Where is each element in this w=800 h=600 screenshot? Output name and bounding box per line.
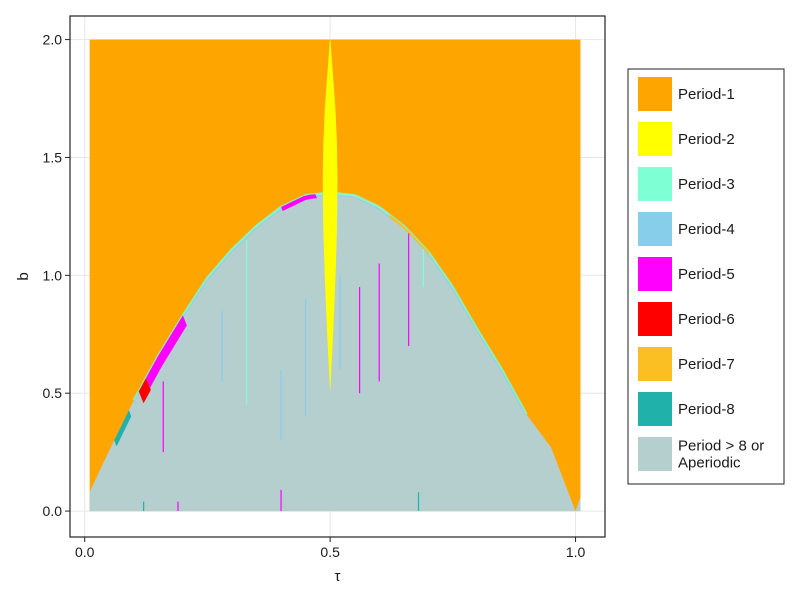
legend-swatch [638, 167, 672, 201]
x-tick-label: 0.0 [75, 544, 95, 560]
legend-label: Period-8 [678, 401, 735, 418]
plot-area [89, 39, 581, 512]
legend-swatch [638, 347, 672, 381]
y-tick-label: 0.0 [43, 503, 63, 519]
y-tick-label: 2.0 [43, 32, 63, 48]
y-tick-label: 0.5 [43, 385, 63, 401]
x-axis-label: τ [335, 568, 341, 585]
period-5-patch [146, 315, 187, 388]
y-axis-label: b [15, 272, 32, 280]
period-5-patch [281, 194, 318, 211]
legend-label: Period-3 [678, 176, 735, 193]
period-7-patch [389, 214, 430, 256]
legend-label: Period-2 [678, 131, 735, 148]
period-8-patch [114, 410, 132, 447]
y-tick-label: 1.5 [43, 149, 63, 165]
period-2-tongue [322, 39, 338, 394]
axes-frame [69, 15, 606, 538]
legend-swatch [638, 302, 672, 336]
legend: Period-1 Period-2 Period-3 Period-4 Period-5… [627, 68, 785, 485]
legend-label: Period-6 [678, 311, 735, 328]
legend-label: Aperiodic [678, 455, 741, 472]
legend-swatch [638, 77, 672, 111]
y-tick-label: 1.0 [43, 267, 63, 283]
period-6-patch [138, 377, 151, 404]
legend-swatch [638, 257, 672, 291]
legend-swatch [638, 437, 672, 471]
x-tick-label: 1.0 [566, 544, 586, 560]
legend-label: Period-5 [678, 266, 735, 283]
legend-swatch [638, 212, 672, 246]
axis-ticks: 0.0 0.5 1.0 0.0 0.5 1.0 1.5 2.0 [43, 32, 586, 560]
x-tick-label: 0.5 [320, 544, 340, 560]
legend-label: Period > 8 or [678, 438, 764, 455]
legend-label: Period-1 [678, 86, 735, 103]
legend-swatch [638, 122, 672, 156]
legend-label: Period-7 [678, 356, 735, 373]
legend-swatch [638, 392, 672, 426]
legend-label: Period-4 [678, 221, 735, 238]
